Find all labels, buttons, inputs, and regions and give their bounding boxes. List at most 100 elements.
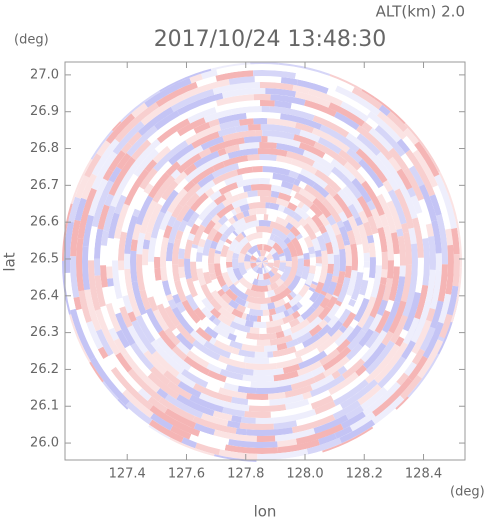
echo-cell [381,330,394,346]
echo-cell [260,262,262,268]
echo-cell [114,102,159,143]
echo-cell [136,254,146,291]
echo-cell [338,308,352,324]
x-tick-label: 127.8 [227,467,264,482]
echo-cell [403,127,419,145]
echo-cell [214,249,222,255]
echo-cell [144,231,152,241]
echo-cell [360,386,388,411]
echo-cell [195,442,221,456]
echo-cell [163,370,181,386]
echo-cell [105,113,136,144]
echo-cell [227,148,258,159]
echo-cell [348,298,357,307]
echo-cell [330,239,340,256]
echo-cell [277,439,320,454]
echo-cell [344,244,352,267]
echo-cell [332,400,361,420]
echo-cell [412,217,424,258]
echo-cell [257,148,288,157]
echo-cell [264,291,269,298]
echo-cell [297,255,304,259]
echo-cell [164,394,204,419]
echo-cell [425,269,436,302]
echo-cell [118,231,128,261]
echo-cell [91,151,118,191]
echo-cell [326,303,341,320]
echo-cell [239,203,250,212]
echo-cell [308,324,323,337]
echo-cell [212,231,223,243]
echo-cell [312,161,332,177]
echo-cell [212,325,230,339]
echo-cell [156,303,177,332]
echo-cell [211,180,227,193]
echo-cell [152,309,169,332]
echo-cell [147,122,172,144]
echo-cell [82,246,91,291]
echo-cell [314,249,322,257]
echo-cell [410,195,423,214]
echo-cell [361,180,385,217]
x-tick-label: 128.0 [286,467,323,482]
echo-cell [411,348,426,365]
echo-cell [239,241,253,255]
echo-cell [160,266,168,282]
echo-cell [231,208,238,216]
echo-cell [187,232,196,241]
echo-cell [254,75,282,83]
y-tick-label: 26.2 [30,362,59,377]
echo-cell [263,272,272,280]
echo-cell [327,315,340,329]
echo-cell [145,203,163,234]
echo-cell [363,277,375,300]
echo-cell [105,302,122,333]
echo-cell [259,327,267,334]
echo-cell [177,219,188,232]
echo-cell [278,262,286,273]
echo-cell [96,140,111,157]
echo-cell [300,266,310,280]
echo-cell [227,333,237,342]
echo-cell [218,387,247,400]
echo-cell [197,371,226,389]
echo-cell [341,175,363,200]
echo-cell [295,404,343,427]
echo-cell [259,141,277,149]
x-tick-label: 128.4 [405,467,442,482]
echo-cell [203,271,212,285]
echo-cell [100,265,108,288]
echo-cell [256,257,262,262]
echo-cell [291,237,304,257]
echo-cell [274,100,292,109]
echo-cell [70,256,80,298]
echo-cell [267,351,274,358]
echo-cell [310,395,334,410]
echo-cell [220,293,232,305]
echo-cell [342,219,353,232]
echo-cell [155,279,170,309]
echo-cell [270,287,292,303]
echo-cell [267,258,275,263]
echo-cell [168,219,182,244]
y-tick-label: 27.0 [30,67,59,82]
echo-cell [388,156,402,172]
echo-cell [377,111,407,140]
echo-cell [451,227,460,255]
x-tick-label: 128.2 [346,467,383,482]
echo-cell [267,289,276,298]
echo-cell [226,305,235,314]
echo-cell [212,169,239,185]
echo-cell [231,415,242,423]
echo-cell [361,121,373,133]
echo-cell [272,346,297,358]
echo-cell [278,252,286,258]
echo-cell [213,194,227,206]
echo-cell [268,308,277,316]
echo-cell [298,217,308,227]
echo-cell [394,188,415,229]
echo-cell [319,348,340,366]
echo-cell [317,136,342,155]
echo-cell [281,180,294,190]
echo-cell [175,332,194,351]
